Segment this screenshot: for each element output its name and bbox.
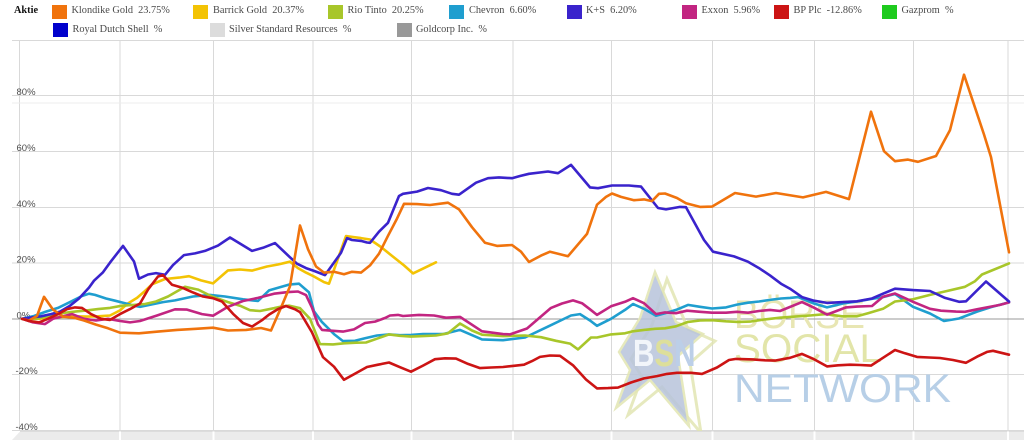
svg-text:40%: 40% — [17, 199, 37, 210]
svg-text:80%: 80% — [17, 87, 37, 98]
svg-text:-20%: -20% — [16, 366, 39, 377]
svg-text:BSN: BSN — [633, 333, 696, 375]
svg-text:-40%: -40% — [16, 422, 39, 433]
svg-text:0%: 0% — [17, 310, 31, 321]
svg-text:NETWORK: NETWORK — [734, 367, 951, 411]
svg-text:20%: 20% — [17, 255, 37, 266]
svg-text:60%: 60% — [17, 143, 37, 154]
